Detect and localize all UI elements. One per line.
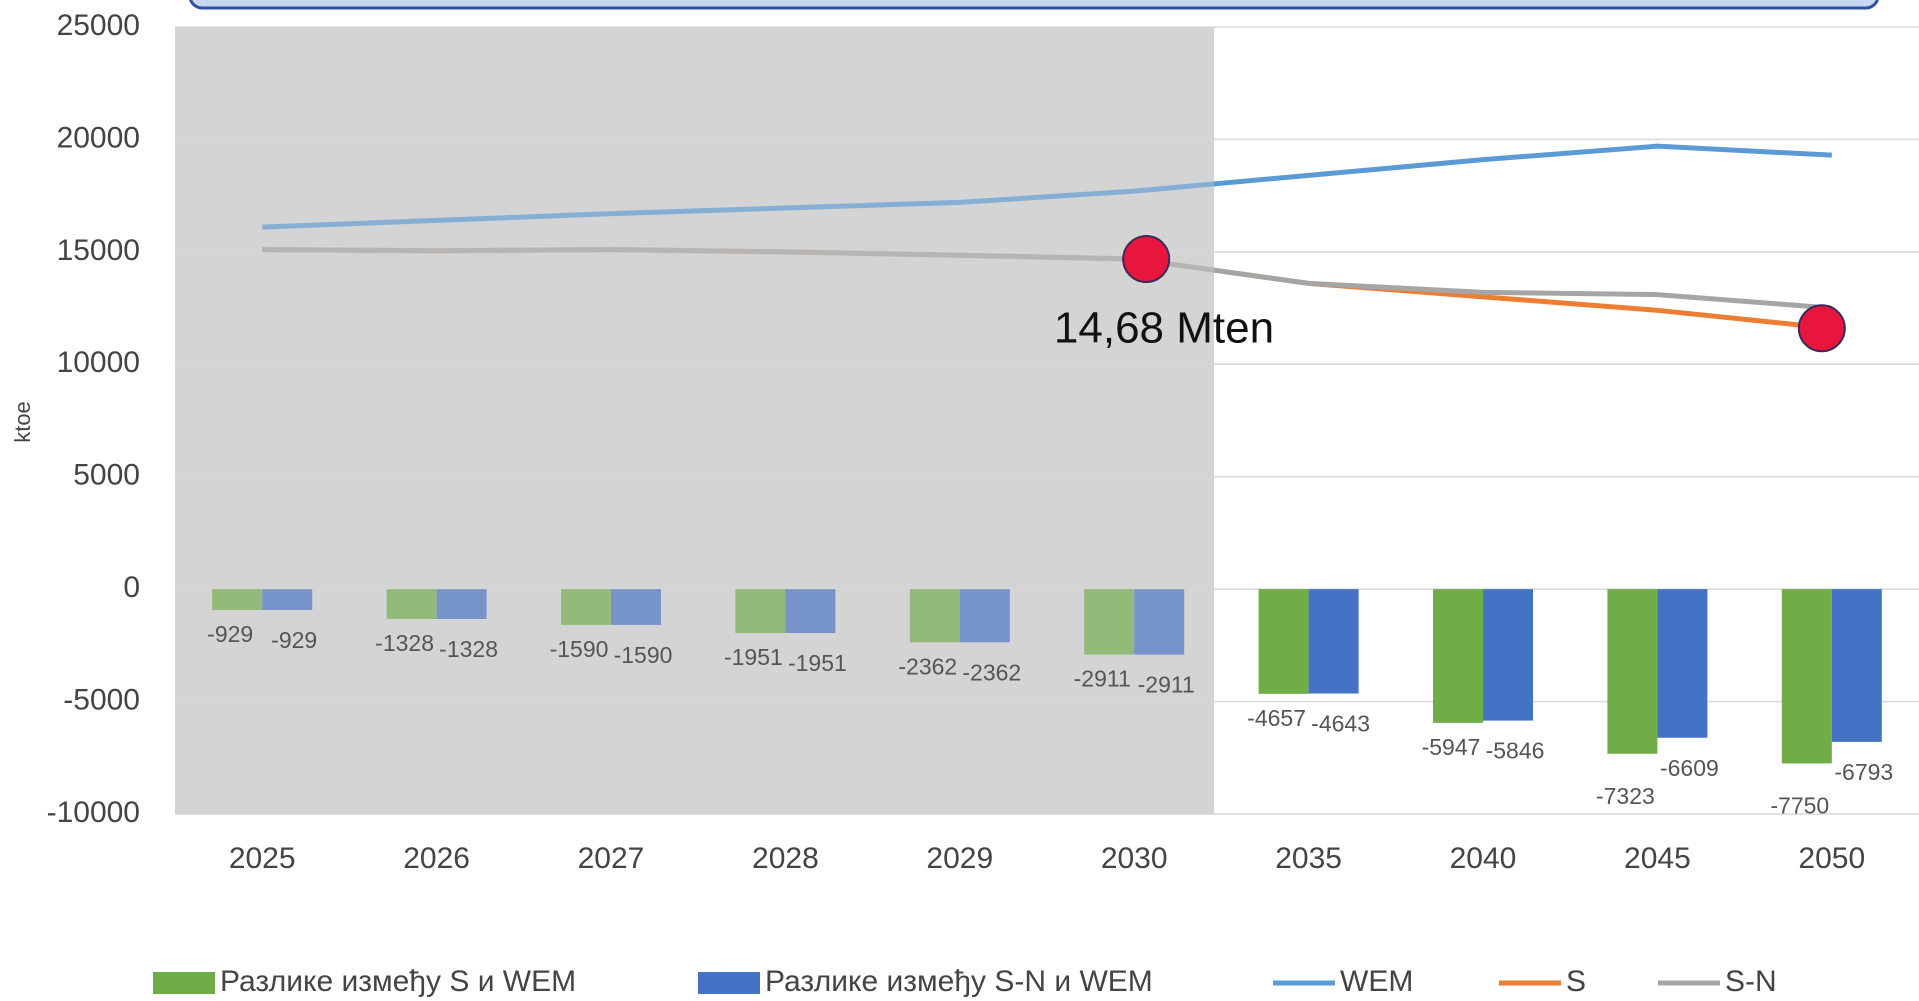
bar	[1781, 589, 1832, 764]
x-tick-label: 2040	[1450, 842, 1517, 875]
highlight-dot	[1797, 304, 1846, 353]
annotation: 14,68 Mten	[1054, 304, 1274, 353]
y-tick-label: 15000	[57, 234, 140, 267]
x-tick-label: 2028	[752, 842, 819, 875]
data-label: -929	[271, 627, 317, 653]
y-tick-label: 20000	[57, 121, 140, 154]
bar	[561, 589, 611, 625]
bar	[785, 589, 836, 634]
legend-swatch	[153, 972, 215, 994]
data-label: -1951	[788, 650, 847, 676]
data-label: -4643	[1311, 711, 1370, 737]
x-tick-label: 2030	[1101, 842, 1168, 875]
bar	[1831, 589, 1882, 742]
bar	[212, 589, 263, 611]
data-label: -929	[207, 621, 253, 647]
x-tick-label: 2035	[1275, 842, 1342, 875]
data-label: -7323	[1596, 783, 1655, 809]
bar	[909, 589, 960, 643]
bar	[959, 589, 1010, 643]
data-label: -1951	[724, 644, 783, 670]
header-box	[189, 0, 1879, 10]
x-tick-label: 2026	[403, 842, 470, 875]
x-tick-label: 2025	[229, 842, 296, 875]
legend-label: Разлике између S и WEM	[220, 965, 576, 998]
bar	[1258, 589, 1309, 694]
data-label: -6609	[1660, 755, 1719, 781]
legend-label: S-N	[1725, 965, 1777, 998]
data-label: -1590	[614, 642, 673, 668]
y-axis-label: ktoe	[10, 401, 35, 443]
x-tick-label: 2027	[578, 842, 645, 875]
y-tick-label: 25000	[57, 9, 140, 42]
legend-label: Разлике између S-N и WEM	[765, 965, 1153, 998]
shaded-region	[175, 27, 1214, 814]
y-tick-label: -5000	[63, 683, 140, 716]
data-label: -2911	[1138, 672, 1195, 698]
data-label: -2362	[898, 653, 957, 679]
data-label: -2911	[1074, 666, 1131, 692]
line	[262, 143, 1832, 230]
line	[262, 247, 1832, 311]
bar	[735, 589, 786, 634]
bar	[611, 589, 661, 625]
data-label: -1328	[375, 630, 434, 656]
bar	[1433, 589, 1483, 723]
bar	[1607, 589, 1658, 754]
y-tick-label: -10000	[47, 796, 140, 829]
bar	[1657, 589, 1708, 738]
x-tick-label: 2045	[1624, 842, 1691, 875]
x-tick-label: 2029	[926, 842, 993, 875]
bar	[262, 589, 313, 611]
data-label: -1328	[439, 636, 498, 662]
bar	[1308, 589, 1359, 694]
data-label: -7750	[1770, 792, 1829, 818]
data-label: -6793	[1834, 759, 1893, 785]
y-tick-label: 5000	[73, 459, 140, 492]
bar	[386, 589, 437, 620]
bar	[436, 589, 487, 620]
data-label: -1590	[550, 636, 609, 662]
y-tick-label: 10000	[57, 346, 140, 379]
data-label: -5846	[1486, 738, 1545, 764]
data-label: -5947	[1422, 734, 1481, 760]
x-tick-label: 2050	[1798, 842, 1865, 875]
highlight-dot	[1122, 235, 1171, 284]
legend-label: WEM	[1340, 965, 1413, 998]
y-tick-label: 0	[123, 571, 140, 604]
legend-swatch	[698, 972, 760, 994]
legend-label: S	[1566, 965, 1586, 998]
bar	[1483, 589, 1533, 721]
shaded-overlay	[175, 27, 1214, 814]
data-label: -4657	[1247, 705, 1306, 731]
bar	[1134, 589, 1185, 655]
bar	[1084, 589, 1135, 655]
data-label: -2362	[962, 659, 1021, 685]
